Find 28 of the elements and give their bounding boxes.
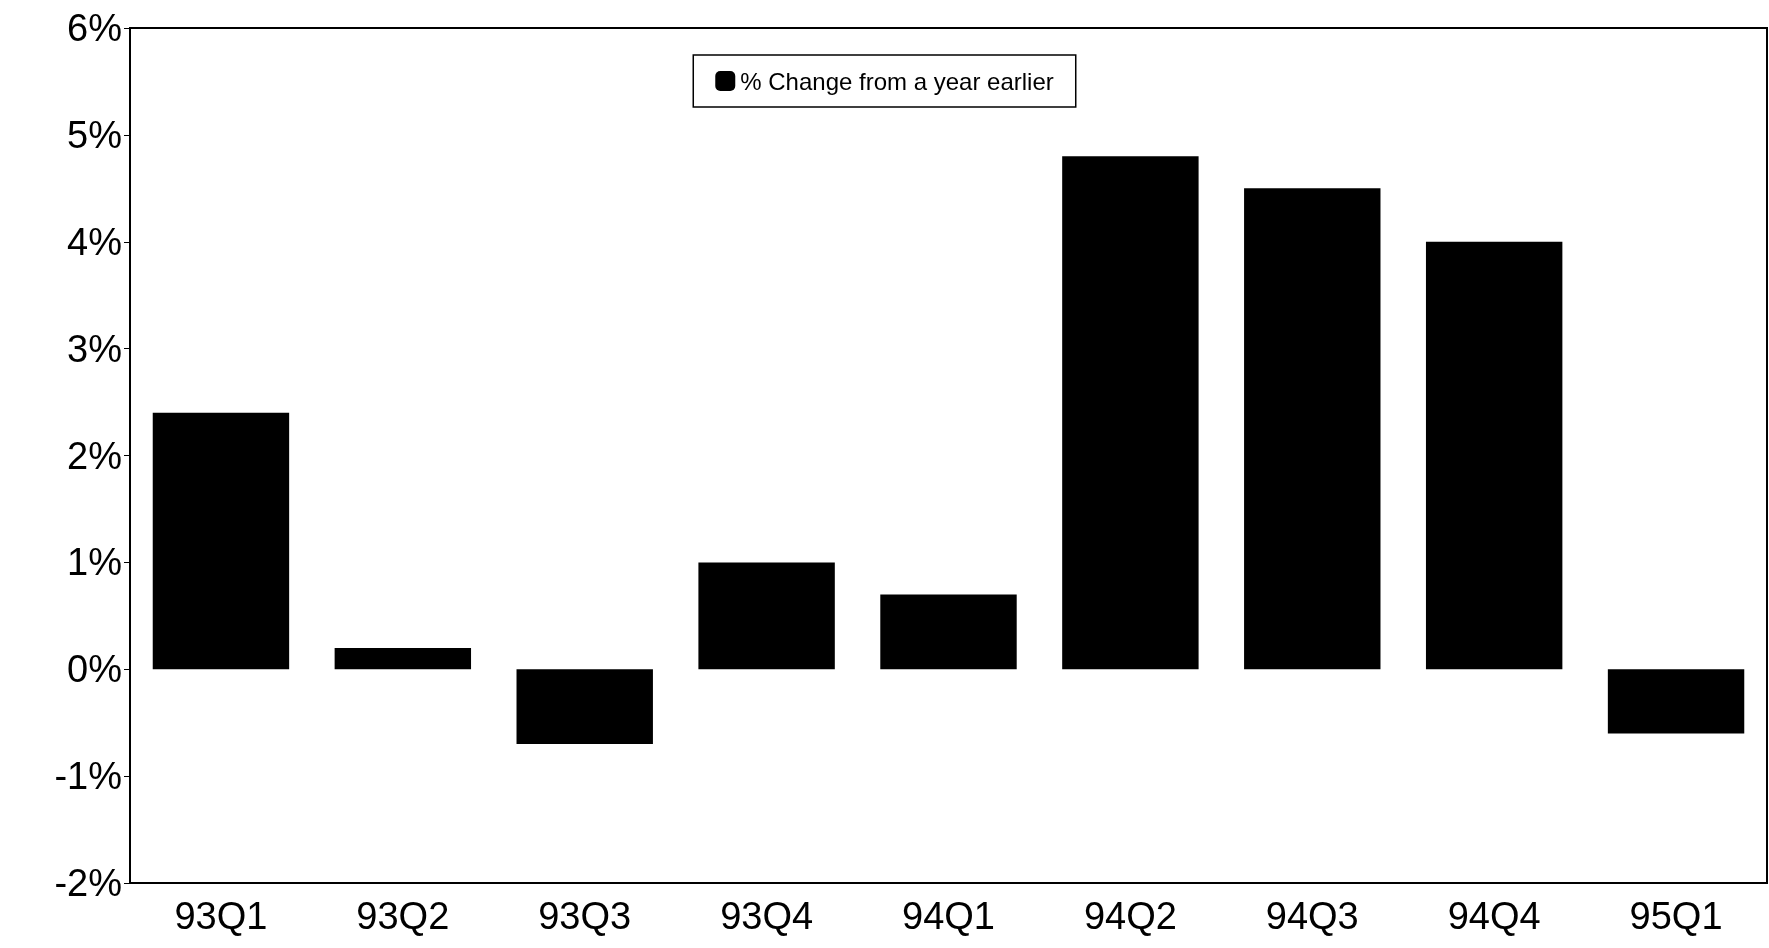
x-tick-label: 94Q3 [1265, 895, 1359, 937]
x-tick-label: 94Q4 [1447, 895, 1541, 937]
bar [1062, 156, 1199, 670]
y-tick-label: 0% [67, 648, 122, 691]
bar [334, 647, 472, 670]
x-tick-label: 93Q4 [720, 895, 814, 937]
y-tick-label: 2% [67, 434, 122, 477]
bar [1607, 669, 1745, 734]
bar [880, 594, 1017, 670]
y-tick-label: 4% [67, 220, 122, 263]
bar [1425, 241, 1563, 670]
y-tick-label: 3% [67, 327, 122, 370]
bar [516, 669, 653, 745]
x-tick-label: 93Q3 [538, 895, 632, 937]
x-tick-label: 94Q2 [1083, 895, 1177, 937]
y-tick-label: 1% [67, 541, 122, 584]
y-tick-label: -1% [54, 755, 122, 798]
bar [1244, 188, 1381, 670]
x-tick-label: 94Q1 [902, 895, 995, 937]
bar [152, 412, 290, 670]
y-tick-label: 6% [67, 7, 122, 49]
y-tick-label: -2% [54, 862, 122, 904]
legend-label: % Change from a year earlier [740, 67, 1054, 95]
x-tick-label: 95Q1 [1629, 895, 1723, 937]
y-tick-label: 5% [67, 113, 122, 156]
x-tick-label: 93Q2 [356, 895, 450, 937]
x-tick-label: 93Q1 [174, 895, 268, 937]
bar [698, 562, 835, 670]
